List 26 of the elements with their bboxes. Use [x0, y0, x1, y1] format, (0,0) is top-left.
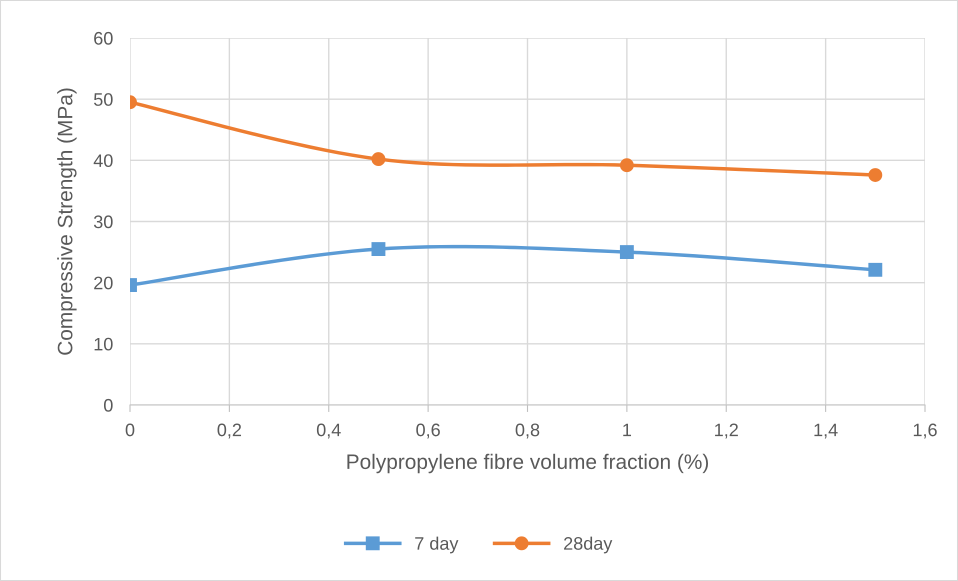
legend-label: 28day — [564, 536, 612, 554]
point — [371, 152, 386, 166]
x-axis-title: Polypropylene fibre volume fraction (%) — [347, 454, 708, 474]
y-tick-label: 40 — [94, 154, 113, 168]
point — [371, 242, 386, 256]
x-tick-label: 1,2 — [715, 424, 738, 438]
y-tick-label: 60 — [94, 32, 113, 45]
x-tick-label: 0,6 — [416, 424, 440, 438]
y-tick-label: 30 — [94, 215, 113, 228]
y-axis-title: Compressive Strength (MPa) — [57, 88, 77, 355]
y-tick-label: 10 — [94, 338, 113, 351]
x-tick-label: 1 — [623, 424, 632, 436]
x-tick-label: 1,6 — [914, 424, 937, 438]
point — [868, 262, 882, 277]
x-tick-label: 1,4 — [814, 424, 838, 438]
x-tick-label: 0 — [126, 424, 134, 436]
legend-label: 7 day — [415, 536, 458, 554]
x-tick-label: 0,8 — [516, 424, 540, 438]
x-tick-label: 0,4 — [316, 424, 341, 438]
point — [620, 245, 634, 260]
x-tick-label: 0,2 — [218, 424, 242, 438]
y-tick-label: 0 — [104, 398, 113, 412]
y-tick-label: 20 — [94, 276, 113, 290]
point — [620, 158, 634, 172]
point — [868, 168, 882, 182]
y-tick-label: 50 — [94, 93, 113, 106]
